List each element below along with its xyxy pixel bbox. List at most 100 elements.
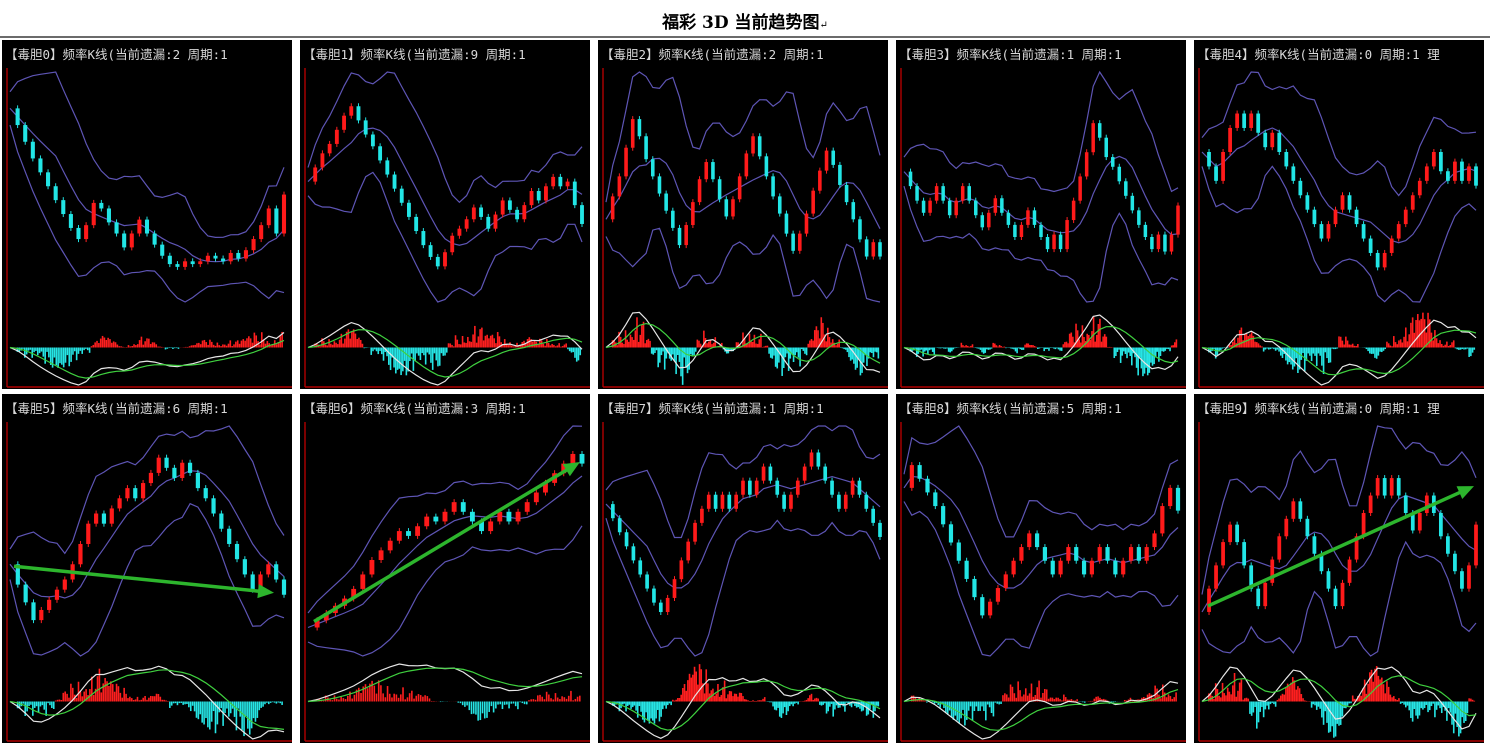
candle bbox=[114, 222, 119, 234]
candle bbox=[1097, 547, 1102, 561]
candle bbox=[561, 463, 567, 474]
candle bbox=[1058, 560, 1063, 575]
candle bbox=[1474, 166, 1478, 186]
chart-panel-7: 【毒胆7】频率K线(当前遗漏:1 周期:1 bbox=[598, 394, 888, 743]
candle bbox=[1228, 127, 1232, 152]
candle bbox=[101, 513, 107, 524]
candle bbox=[406, 531, 411, 536]
candle bbox=[399, 188, 404, 203]
candle bbox=[551, 176, 556, 187]
chart-svg-7 bbox=[602, 422, 888, 742]
panel-title-2: 【毒胆2】频率K线(当前遗漏:2 周期:1 bbox=[601, 47, 824, 62]
candle bbox=[415, 526, 421, 536]
candle bbox=[665, 597, 670, 613]
candle bbox=[1089, 560, 1094, 575]
candle bbox=[909, 465, 914, 488]
candle bbox=[1221, 542, 1225, 566]
candle bbox=[757, 136, 762, 157]
candle bbox=[144, 219, 150, 234]
candle bbox=[941, 506, 946, 525]
candle bbox=[1347, 559, 1352, 583]
candle bbox=[1256, 588, 1261, 607]
candle bbox=[1249, 113, 1254, 128]
candle bbox=[314, 620, 320, 628]
candle bbox=[1019, 547, 1024, 561]
candle bbox=[934, 186, 939, 201]
candle bbox=[1396, 478, 1401, 496]
candle bbox=[617, 518, 622, 533]
candle bbox=[515, 209, 520, 220]
candle bbox=[1214, 166, 1218, 181]
candle bbox=[433, 516, 439, 522]
indicator-dif-line bbox=[1201, 319, 1477, 386]
candle bbox=[1034, 533, 1040, 548]
chart-panel-2: 【毒胆2】频率K线(当前遗漏:2 周期:1 bbox=[598, 40, 888, 389]
candle bbox=[195, 472, 200, 489]
candle bbox=[442, 511, 448, 522]
candle bbox=[1207, 151, 1211, 167]
candle bbox=[1011, 560, 1016, 575]
candle bbox=[1340, 582, 1345, 607]
candle bbox=[469, 511, 475, 522]
candle bbox=[871, 242, 876, 257]
candle bbox=[152, 233, 157, 245]
page-title-text: 福彩 3D 当前趋势图 bbox=[662, 13, 820, 33]
candle bbox=[637, 119, 642, 137]
candle bbox=[219, 513, 224, 529]
candle bbox=[830, 480, 834, 495]
candle bbox=[250, 574, 255, 590]
candle bbox=[497, 511, 503, 522]
candle bbox=[764, 156, 769, 177]
trend-arrow-head bbox=[1456, 486, 1474, 500]
candle bbox=[684, 225, 688, 246]
candle bbox=[1361, 224, 1366, 239]
candle bbox=[544, 186, 548, 201]
middle-band-line bbox=[903, 475, 1179, 589]
candle bbox=[1091, 123, 1095, 153]
candle bbox=[1263, 132, 1268, 148]
candle bbox=[471, 207, 476, 220]
candle bbox=[488, 521, 494, 532]
candle bbox=[686, 541, 691, 561]
candle bbox=[878, 242, 882, 257]
candle bbox=[349, 106, 354, 116]
candle bbox=[672, 579, 677, 598]
candle bbox=[734, 494, 738, 509]
candle bbox=[572, 181, 577, 206]
candle bbox=[140, 483, 146, 499]
candle bbox=[1277, 132, 1282, 152]
candle bbox=[228, 252, 233, 262]
candle bbox=[1235, 113, 1240, 128]
chart-svg-9 bbox=[1198, 422, 1484, 742]
candle bbox=[1298, 501, 1303, 519]
candle bbox=[823, 466, 828, 481]
candle bbox=[731, 199, 735, 217]
candle bbox=[775, 480, 780, 495]
chart-panel-9: 【毒胆9】频率K线(当前遗漏:0 周期:1 理 bbox=[1194, 394, 1484, 743]
candle bbox=[1144, 547, 1149, 561]
candle bbox=[457, 228, 462, 236]
candle bbox=[1319, 224, 1324, 239]
indicator-dea-line bbox=[903, 325, 1179, 364]
candle bbox=[1347, 195, 1352, 210]
candle bbox=[464, 219, 469, 229]
candle bbox=[631, 546, 636, 561]
candle bbox=[850, 480, 855, 495]
candle bbox=[1382, 478, 1387, 496]
candle bbox=[451, 502, 457, 512]
candle bbox=[493, 214, 498, 229]
candle bbox=[234, 543, 240, 560]
candle bbox=[824, 150, 829, 171]
candle bbox=[1084, 152, 1089, 177]
candle bbox=[570, 453, 576, 464]
candle bbox=[360, 574, 366, 589]
candle bbox=[857, 480, 862, 495]
candle bbox=[1382, 252, 1387, 268]
candle bbox=[580, 205, 584, 224]
candle bbox=[954, 200, 958, 216]
indicator-dea-line bbox=[9, 669, 285, 730]
candle bbox=[1176, 205, 1180, 235]
candle bbox=[203, 488, 208, 499]
indicator-dea-line bbox=[9, 339, 285, 379]
candle bbox=[1078, 176, 1082, 201]
